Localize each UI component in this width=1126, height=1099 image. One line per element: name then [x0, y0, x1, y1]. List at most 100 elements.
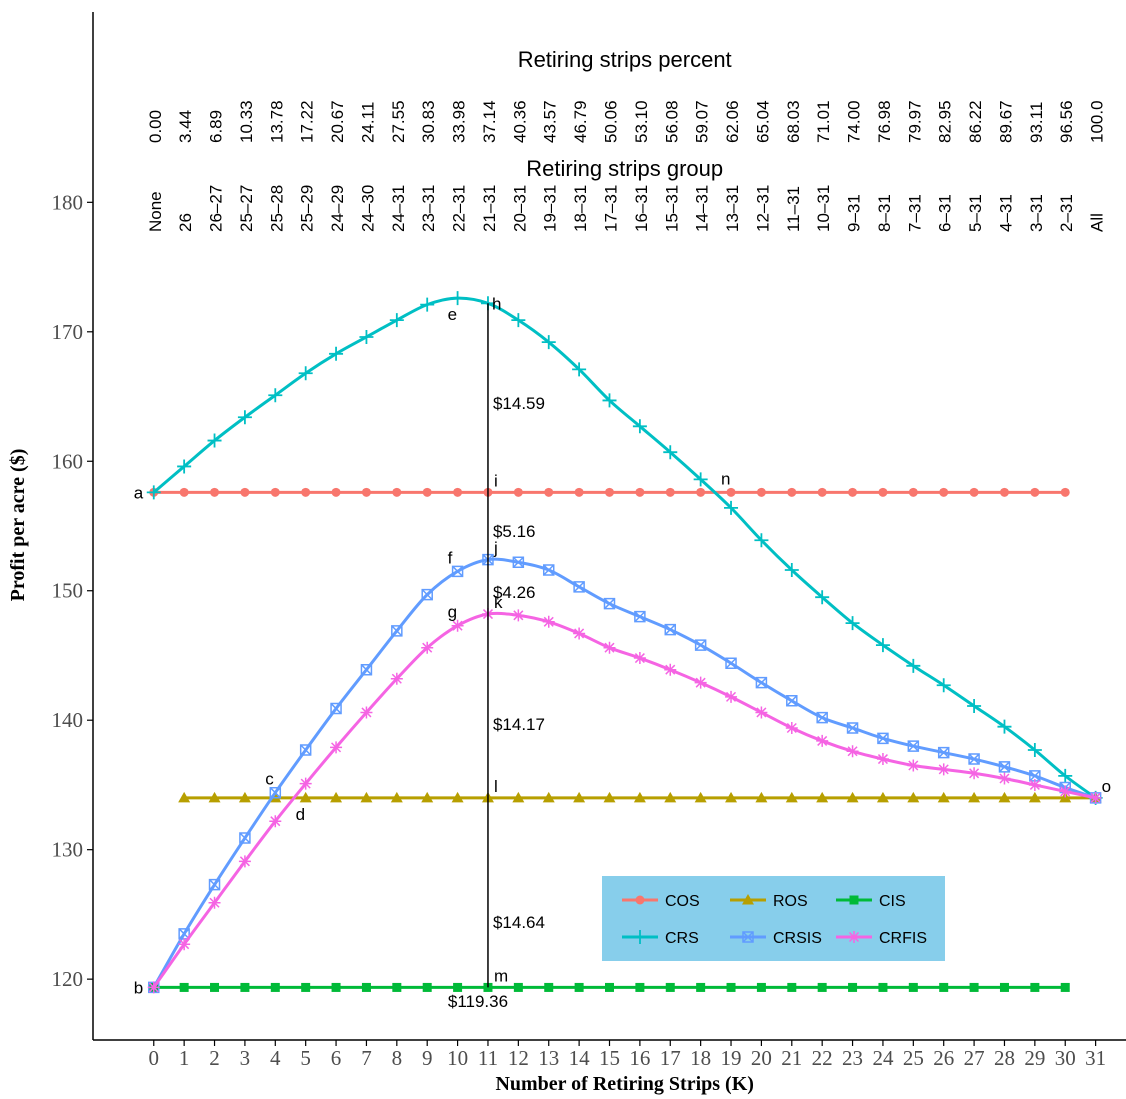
top-axes: 0.00 3.44 6.89 10.33 13.78 17.22 20.67 24.11 27.… [146, 100, 1107, 232]
top-percent-label: 76.98 [875, 100, 894, 143]
top-group-label: None [146, 191, 165, 232]
data-point [694, 676, 707, 689]
data-point [1060, 487, 1070, 497]
data-point [392, 487, 402, 497]
data-point [544, 982, 554, 992]
point-label-m: m [494, 966, 508, 985]
data-point [360, 706, 373, 719]
x-tick-label: 9 [422, 1046, 433, 1070]
data-point [389, 313, 404, 328]
x-tick-label: 15 [599, 1046, 620, 1070]
point-label-b: b [134, 978, 143, 997]
top-group-label: 21–31 [480, 185, 499, 232]
data-point [696, 982, 706, 992]
gap-label: $14.17 [493, 715, 545, 734]
x-tick-label: 4 [270, 1046, 281, 1070]
x-tick-label: 23 [842, 1046, 863, 1070]
top-percent-label: 89.67 [996, 100, 1015, 143]
data-point [422, 487, 432, 497]
data-point [513, 982, 523, 992]
top-percent-label: 30.83 [419, 100, 438, 143]
top-percent-label: 93.11 [1027, 102, 1046, 143]
data-point [512, 791, 525, 803]
data-point [390, 672, 403, 685]
annotations: a b c d e f g h i j k l m n o $14.59 $5.16 $4.26 $14.17 $14… [134, 294, 1111, 1011]
data-point [208, 878, 221, 891]
data-point [817, 487, 827, 497]
data-point [786, 695, 798, 707]
top-group-label: 6–31 [936, 194, 955, 232]
top-group-label: 20–31 [510, 185, 529, 232]
data-point [573, 791, 586, 803]
series-crsis [148, 553, 1102, 994]
data-point [299, 744, 312, 756]
data-point [878, 982, 888, 992]
data-point [998, 791, 1011, 803]
data-point [634, 610, 646, 623]
x-tick-label: 28 [994, 1046, 1015, 1070]
data-point [848, 982, 858, 992]
point-label-d: d [296, 805, 305, 824]
top-percent-label: 65.04 [753, 100, 772, 143]
data-point [665, 982, 675, 992]
data-point [603, 791, 616, 803]
data-point [632, 419, 647, 434]
x-tick-label: 22 [812, 1046, 833, 1070]
data-point [421, 641, 434, 654]
data-point [756, 982, 766, 992]
gap-label: $14.64 [493, 913, 545, 932]
data-point [179, 982, 189, 992]
data-point [269, 815, 282, 828]
x-tick-label: 12 [508, 1046, 529, 1070]
x-tick-label: 27 [964, 1046, 985, 1070]
top-percent-label: 86.22 [966, 100, 985, 143]
data-point [1059, 785, 1072, 798]
top-percent-label: 71.01 [814, 100, 833, 143]
y-tick-label: 140 [52, 708, 84, 732]
data-point [815, 590, 830, 605]
data-point [270, 982, 280, 992]
data-point [450, 291, 465, 306]
top-percent-label: 24.11 [358, 102, 377, 143]
data-point [635, 982, 645, 992]
series-cis [149, 982, 1070, 992]
data-point [573, 581, 585, 593]
data-point [724, 500, 739, 515]
top-percent-label: 96.56 [1057, 100, 1076, 143]
data-point [848, 487, 858, 497]
data-point [694, 639, 707, 651]
top-percent-label: 79.97 [905, 100, 924, 143]
x-tick-label: 20 [751, 1046, 772, 1070]
data-point [937, 791, 950, 803]
data-point [755, 676, 768, 689]
data-point [997, 719, 1012, 734]
data-point [301, 982, 311, 992]
top-percent-label: 82.95 [936, 100, 955, 143]
data-point [270, 487, 280, 497]
data-point [178, 938, 191, 951]
data-point [512, 609, 525, 622]
series-line [152, 296, 1097, 800]
top-group-label: 26–27 [207, 185, 226, 232]
data-point [603, 597, 616, 610]
legend-label: COS [665, 893, 700, 910]
data-point [665, 487, 675, 497]
data-point [816, 711, 828, 724]
x-tick-label: 30 [1055, 1046, 1076, 1070]
gap-label: $119.36 [448, 992, 508, 1011]
data-point [453, 982, 463, 992]
top-percent-label: 37.14 [480, 100, 499, 143]
top-percent-label: 46.79 [571, 100, 590, 143]
top-group-label: 24–29 [328, 185, 347, 232]
x-tick-label: 26 [933, 1046, 954, 1070]
data-point [1029, 770, 1041, 782]
point-label-h: h [492, 294, 501, 313]
top-group-label: 7–31 [905, 194, 924, 232]
x-tick-label: 5 [300, 1046, 311, 1070]
y-tick-label: 130 [52, 838, 84, 862]
data-point [544, 487, 554, 497]
data-point [210, 982, 220, 992]
legend-entry-ros: ROS [730, 893, 808, 910]
data-point [939, 487, 949, 497]
